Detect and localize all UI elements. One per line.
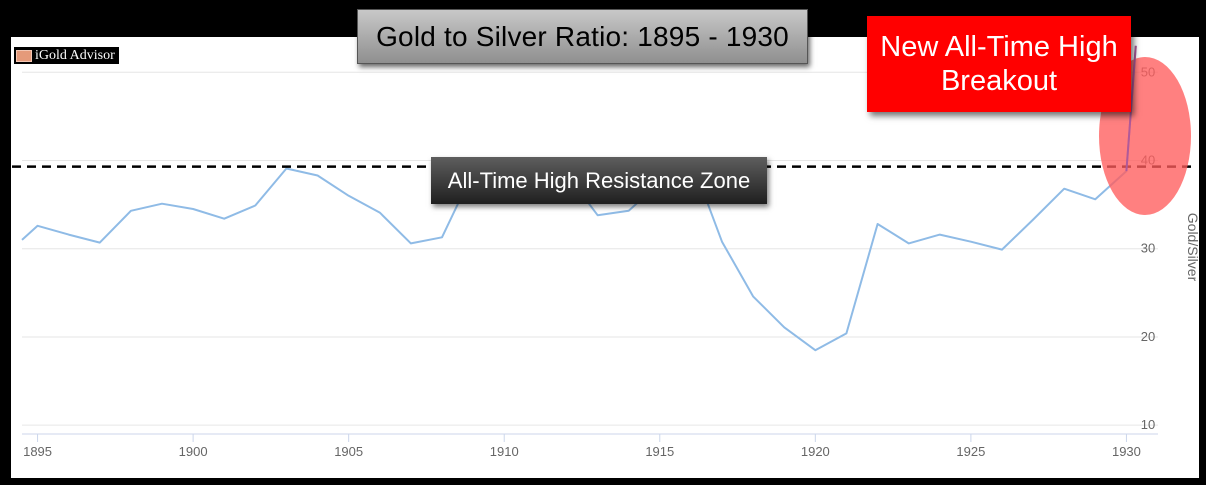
grid-layer <box>22 71 1158 426</box>
x-tick-label-1905: 1905 <box>334 444 363 459</box>
x-tick-label-1895: 1895 <box>23 444 52 459</box>
x-tick-label-1900: 1900 <box>179 444 208 459</box>
resistance-zone-label: All-Time High Resistance Zone <box>431 157 767 204</box>
y-tick-label-10: 10 <box>1141 417 1155 432</box>
logo-icon <box>16 49 32 62</box>
axis-layer: 1020304050189519001905191019151920192519… <box>22 64 1158 459</box>
breakout-line-1: New All-Time High <box>880 30 1118 63</box>
igold-advisor-logo: iGold Advisor <box>14 47 119 64</box>
breakout-callout: New All-Time High Breakout <box>867 16 1131 112</box>
breakout-line-2: Breakout <box>940 65 1058 97</box>
logo-text: iGold Advisor <box>35 47 115 63</box>
x-tick-label-1920: 1920 <box>801 444 830 459</box>
x-tick-label-1925: 1925 <box>956 444 985 459</box>
x-tick-label-1915: 1915 <box>645 444 674 459</box>
chart-title: Gold to Silver Ratio: 1895 - 1930 <box>357 9 808 64</box>
y-tick-label-30: 30 <box>1141 241 1155 256</box>
breakout-segment <box>1125 45 1137 172</box>
x-tick-label-1930: 1930 <box>1112 444 1141 459</box>
y-tick-label-20: 20 <box>1141 329 1155 344</box>
y-axis-label: Gold/Silver <box>1185 212 1201 282</box>
x-tick-label-1910: 1910 <box>490 444 519 459</box>
